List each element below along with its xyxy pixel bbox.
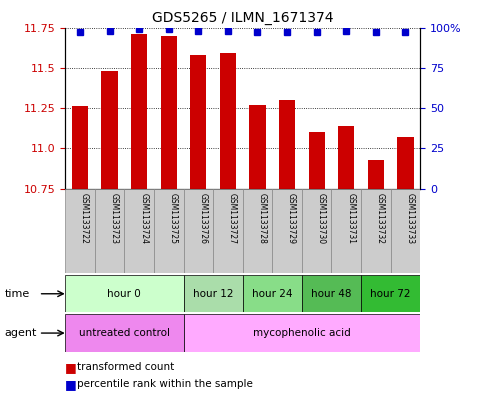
Bar [213,189,242,273]
Text: transformed count: transformed count [77,362,174,373]
Text: hour 12: hour 12 [193,289,233,299]
Text: untreated control: untreated control [79,328,170,338]
Bar [302,189,331,273]
Bar [65,189,95,273]
Bar [184,314,420,352]
Text: GSM1133724: GSM1133724 [139,193,148,244]
Bar [131,34,147,189]
Text: hour 24: hour 24 [252,289,293,299]
Text: GSM1133729: GSM1133729 [287,193,296,244]
Text: GSM1133725: GSM1133725 [169,193,178,244]
Bar [249,105,266,189]
Text: GSM1133722: GSM1133722 [80,193,89,244]
Bar [309,132,325,189]
Bar [154,189,184,273]
Text: hour 72: hour 72 [370,289,411,299]
Bar [242,275,302,312]
Bar [125,189,154,273]
Text: agent: agent [5,328,37,338]
Title: GDS5265 / ILMN_1671374: GDS5265 / ILMN_1671374 [152,11,333,25]
Text: ■: ■ [65,361,77,374]
Text: GSM1133727: GSM1133727 [228,193,237,244]
Text: hour 0: hour 0 [108,289,141,299]
Text: GSM1133730: GSM1133730 [317,193,326,244]
Bar [279,100,295,189]
Bar [391,189,420,273]
Text: GSM1133733: GSM1133733 [405,193,414,244]
Text: GSM1133726: GSM1133726 [199,193,207,244]
Text: GSM1133731: GSM1133731 [346,193,355,244]
Text: GSM1133728: GSM1133728 [257,193,267,244]
Text: GSM1133732: GSM1133732 [376,193,385,244]
Text: time: time [5,289,30,299]
Bar [184,189,213,273]
Bar [161,35,177,189]
Bar [361,275,420,312]
Bar [101,71,118,189]
Text: percentile rank within the sample: percentile rank within the sample [77,379,253,389]
Bar [65,275,184,312]
Bar [331,189,361,273]
Bar [72,107,88,189]
Text: mycophenolic acid: mycophenolic acid [253,328,351,338]
Bar [368,160,384,189]
Bar [361,189,391,273]
Bar [184,275,242,312]
Bar [302,275,361,312]
Bar [220,53,236,189]
Bar [95,189,125,273]
Text: hour 48: hour 48 [311,289,352,299]
Bar [65,314,184,352]
Bar [242,189,272,273]
Text: ■: ■ [65,378,77,391]
Bar [190,55,206,189]
Text: GSM1133723: GSM1133723 [110,193,119,244]
Bar [398,137,413,189]
Bar [338,126,355,189]
Bar [272,189,302,273]
